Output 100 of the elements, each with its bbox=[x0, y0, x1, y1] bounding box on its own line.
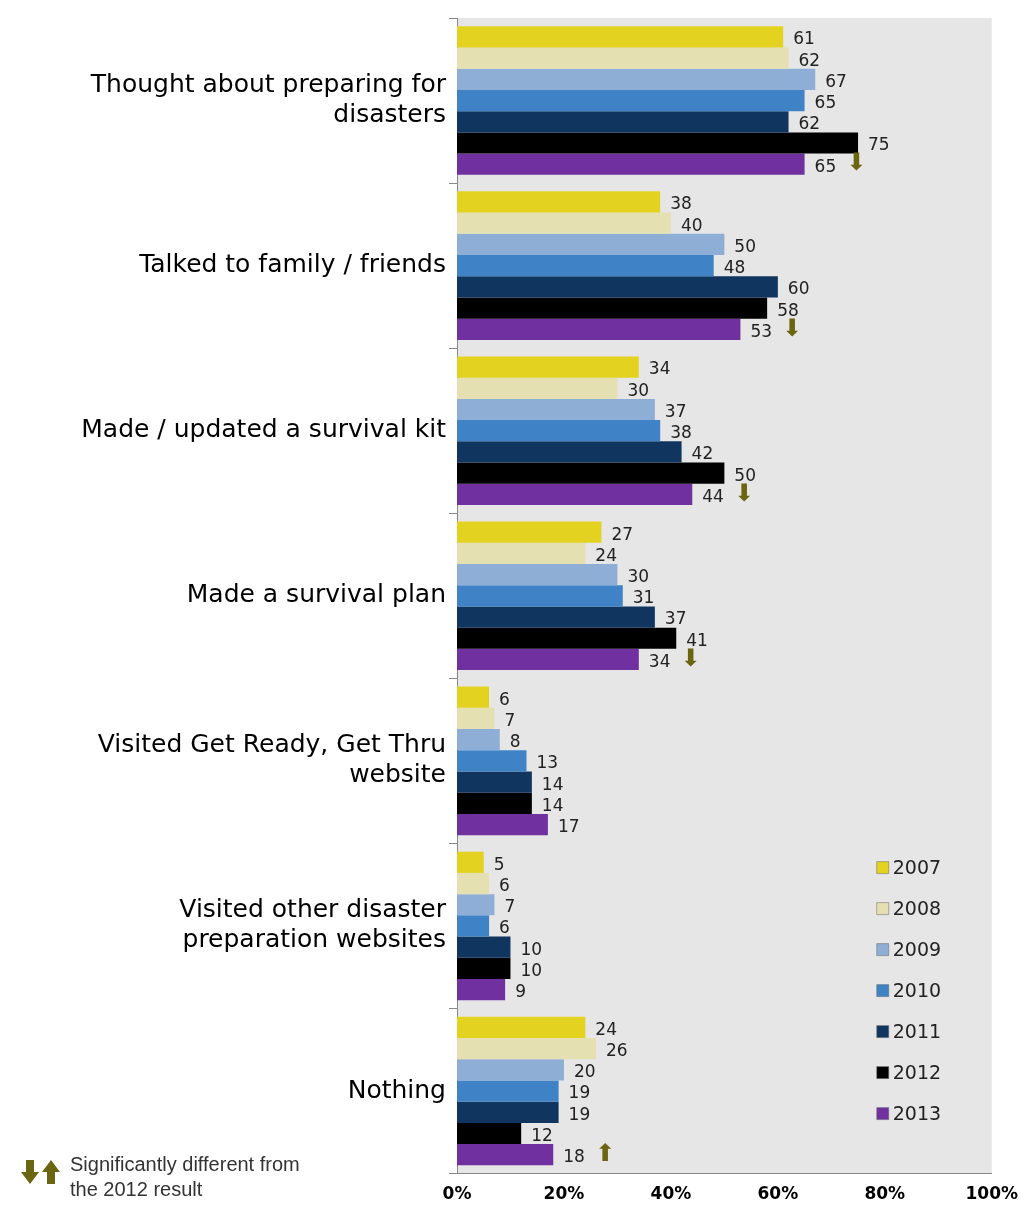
bar bbox=[457, 686, 490, 708]
bar bbox=[457, 851, 484, 873]
y-tick-label: Made a survival plan bbox=[186, 579, 446, 609]
bar bbox=[457, 398, 655, 421]
data-label: 30 bbox=[627, 379, 650, 400]
data-label: 75 bbox=[868, 134, 890, 155]
data-label: 7 bbox=[504, 709, 516, 730]
bar bbox=[457, 915, 490, 937]
bar bbox=[457, 872, 490, 895]
data-label: 34 bbox=[648, 358, 671, 379]
data-label: 24 bbox=[595, 544, 617, 565]
x-tick-label: 40% bbox=[650, 1183, 692, 1204]
bar bbox=[457, 585, 623, 607]
bar bbox=[457, 132, 859, 154]
data-label: 60 bbox=[787, 278, 810, 299]
data-label: 20 bbox=[573, 1061, 596, 1082]
legend-label: 2013 bbox=[892, 1101, 942, 1124]
data-label: 50 bbox=[734, 235, 757, 256]
data-label: 65 bbox=[814, 91, 837, 112]
bar bbox=[457, 47, 789, 69]
bar bbox=[457, 771, 532, 793]
bar bbox=[457, 542, 586, 564]
bar bbox=[457, 606, 655, 628]
data-label: 18 ⬆ bbox=[563, 1138, 615, 1167]
bar bbox=[457, 979, 506, 1001]
data-label: 37 bbox=[664, 400, 687, 421]
data-label: 7 bbox=[504, 896, 516, 917]
bar bbox=[457, 68, 816, 90]
bar bbox=[457, 212, 671, 234]
y-tick-label: Visited other disaster preparation websites bbox=[179, 894, 447, 954]
bar bbox=[457, 420, 661, 442]
data-label: 65 ⬇ bbox=[814, 148, 867, 177]
bar bbox=[457, 318, 741, 340]
y-tick-label: Thought about preparing for disasters bbox=[89, 69, 447, 129]
bar bbox=[457, 276, 778, 298]
data-label: 38 bbox=[670, 193, 692, 214]
data-label: 13 bbox=[536, 752, 559, 773]
data-label: 61 bbox=[793, 28, 815, 49]
data-label: 26 bbox=[606, 1040, 628, 1061]
bar bbox=[457, 1122, 522, 1145]
data-label: 19 bbox=[568, 1103, 591, 1124]
bar bbox=[457, 26, 784, 48]
bar bbox=[457, 297, 768, 319]
bar bbox=[457, 750, 527, 772]
legend-label: 2012 bbox=[892, 1060, 942, 1083]
data-label: 24 bbox=[595, 1018, 617, 1039]
bar bbox=[457, 894, 495, 916]
legend-label: 2007 bbox=[892, 855, 942, 878]
data-label: 31 bbox=[632, 587, 655, 608]
bar bbox=[457, 813, 548, 836]
bar bbox=[457, 89, 805, 112]
bar bbox=[457, 1144, 554, 1166]
x-tick-label: 20% bbox=[543, 1183, 585, 1204]
data-label: 30 bbox=[627, 566, 650, 586]
data-label: 19 bbox=[568, 1082, 591, 1103]
data-label: 8 bbox=[509, 731, 521, 752]
bar bbox=[457, 441, 682, 463]
data-label: 62 bbox=[798, 49, 821, 70]
bar bbox=[457, 1037, 597, 1060]
data-label: 10 bbox=[520, 938, 543, 959]
bar bbox=[457, 957, 511, 980]
data-label: 17 bbox=[557, 815, 580, 836]
bar bbox=[457, 707, 495, 730]
y-tick-label: Talked to family / friends bbox=[138, 249, 446, 279]
data-label: 37 bbox=[664, 608, 687, 629]
x-tick-label: 60% bbox=[757, 1183, 799, 1204]
bar bbox=[457, 792, 532, 814]
bar bbox=[457, 356, 639, 378]
data-label: 5 bbox=[493, 853, 505, 874]
data-label: 38 bbox=[670, 422, 692, 443]
data-label: 9 bbox=[515, 981, 526, 1002]
bar bbox=[457, 233, 725, 256]
data-label: 14 bbox=[541, 773, 564, 794]
bar bbox=[457, 563, 618, 586]
data-label: 40 bbox=[680, 214, 703, 235]
bar bbox=[457, 255, 714, 277]
text: Significantly different from the 2012 result bbox=[70, 1152, 300, 1202]
data-label: 62 bbox=[798, 113, 821, 134]
bar bbox=[457, 1059, 564, 1081]
bar bbox=[457, 627, 677, 649]
y-tick-label: Visited Get Ready, Get Thru website bbox=[97, 729, 446, 789]
bar bbox=[457, 1016, 586, 1038]
legend-label: 2008 bbox=[892, 896, 942, 919]
y-tick-label: Nothing bbox=[347, 1074, 446, 1104]
bar bbox=[457, 462, 725, 484]
bar bbox=[457, 648, 639, 671]
x-tick-label: 0% bbox=[442, 1183, 472, 1204]
bar bbox=[457, 111, 789, 133]
bar bbox=[457, 936, 511, 958]
bar bbox=[457, 729, 500, 751]
legend-label: 2010 bbox=[892, 978, 942, 1001]
data-label: 10 bbox=[520, 959, 543, 980]
data-label: 14 bbox=[541, 794, 564, 815]
bar bbox=[457, 521, 602, 543]
data-label: 67 bbox=[825, 70, 847, 91]
data-label: 6 bbox=[499, 917, 510, 938]
bar bbox=[457, 377, 618, 399]
data-label: 12 bbox=[531, 1124, 553, 1145]
data-label: 6 bbox=[499, 874, 510, 895]
bar bbox=[457, 153, 805, 175]
